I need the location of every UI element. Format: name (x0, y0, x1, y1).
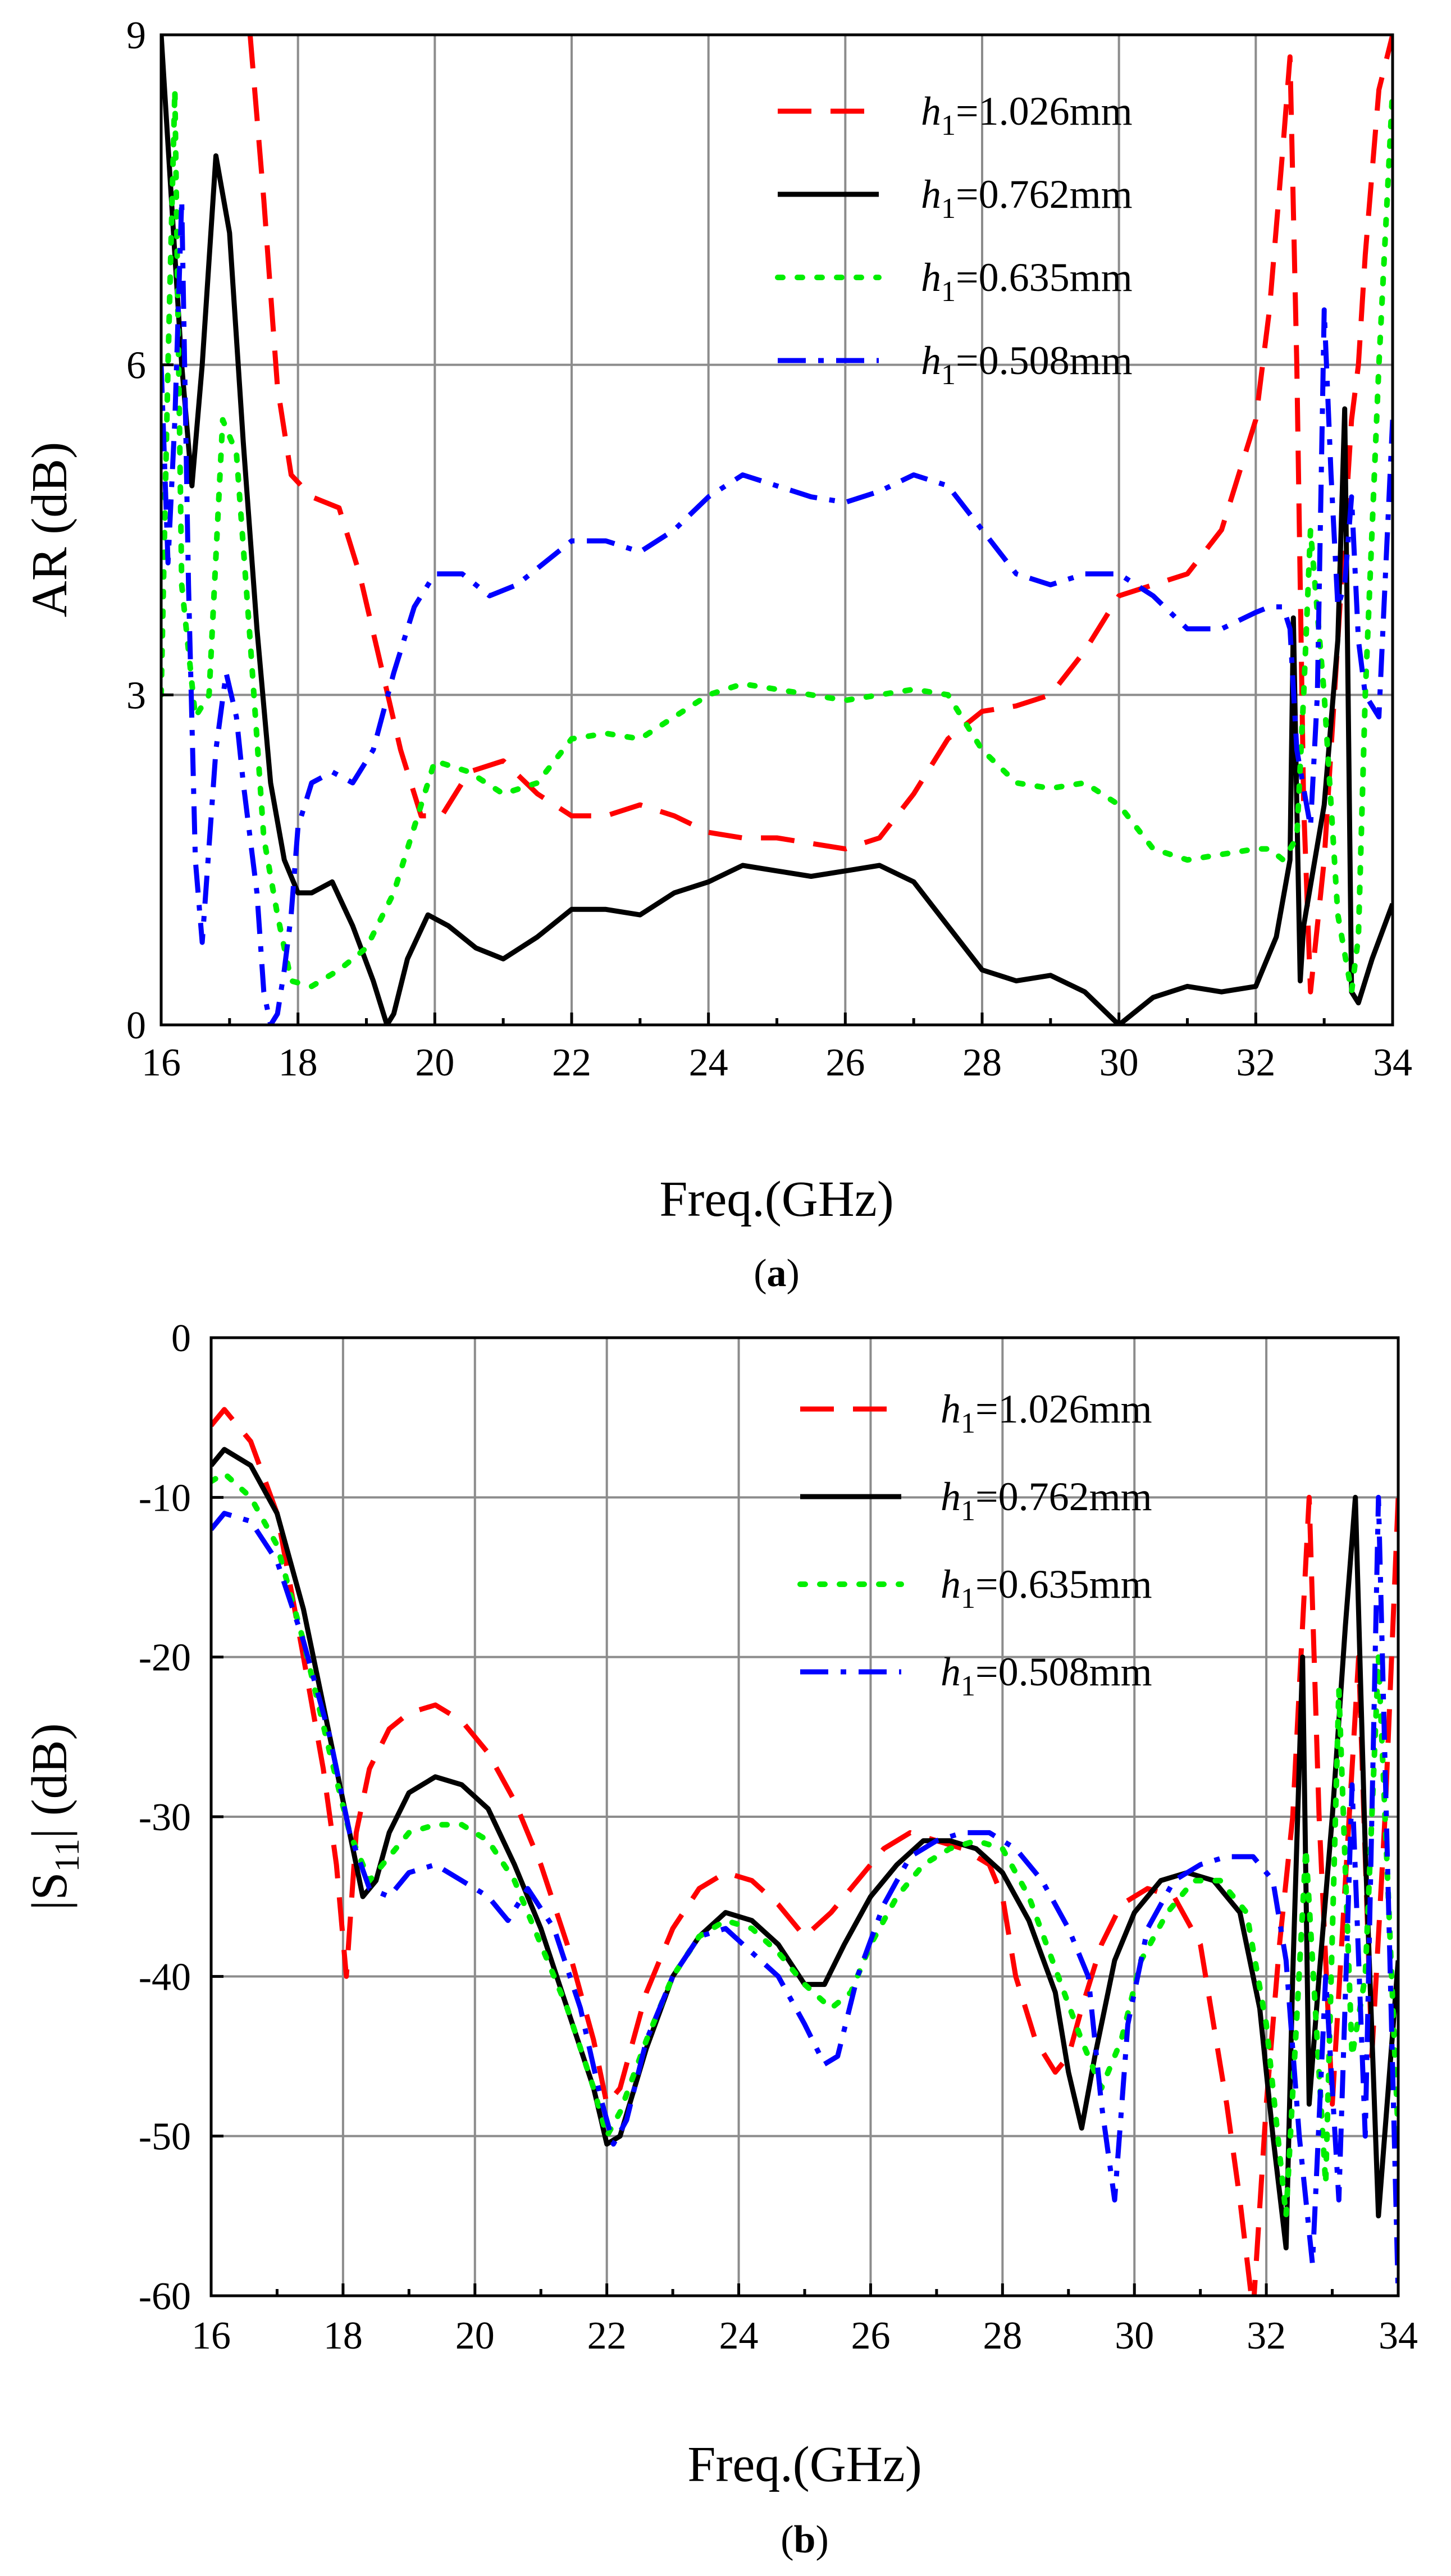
s11-y-tick-labels: -60 -50 -40 -30 -20 -10 0 (139, 1317, 191, 2318)
s11-x-tick-label: 30 (1115, 2314, 1154, 2358)
ar-x-tick-label: 30 (1099, 1041, 1139, 1084)
s11-series-group (211, 1407, 1398, 2296)
s11-caption: (b) (781, 2518, 829, 2561)
ar-grid (161, 35, 1393, 1025)
ar-chart: 0 3 6 9 16 18 20 22 24 26 28 30 32 34 h1=1.026mm h1=0… (22, 14, 1412, 1295)
ar-y-tick-labels: 0 3 6 9 (126, 14, 146, 1047)
ar-legend-label: h1=1.026mm (921, 89, 1133, 142)
ar-series-line-0508mm (161, 197, 1393, 1025)
ar-x-tick-label: 24 (689, 1041, 728, 1084)
s11-tick-marks (209, 1336, 1400, 2297)
s11-x-tick-label: 22 (587, 2314, 627, 2358)
ar-y-tick-label: 0 (126, 1004, 146, 1047)
ar-x-axis-title: Freq.(GHz) (659, 1171, 893, 1227)
ar-legend-label: h1=0.762mm (921, 172, 1133, 225)
ar-series-group (161, 35, 1393, 1025)
s11-chart: -60 -50 -40 -30 -20 -10 0 16 18 20 22 24 26 28 30 32 34… (22, 1317, 1418, 2561)
s11-x-axis-title: Freq.(GHz) (687, 2437, 921, 2492)
ar-x-tick-label: 26 (825, 1041, 865, 1084)
ar-plot-frame (159, 33, 1394, 1027)
ar-x-tick-label: 22 (552, 1041, 591, 1084)
ar-x-tick-label: 32 (1236, 1041, 1275, 1084)
s11-y-tick-label: -10 (139, 1476, 191, 1520)
ar-series-line-1026mm (247, 35, 1393, 995)
ar-y-tick-label: 6 (126, 344, 146, 387)
s11-x-tick-label: 20 (455, 2314, 495, 2358)
s11-y-tick-label: -40 (139, 1955, 191, 1999)
s11-x-tick-label: 26 (851, 2314, 890, 2358)
ar-x-tick-label: 20 (415, 1041, 454, 1084)
s11-grid (211, 1338, 1398, 2296)
s11-x-tick-label: 24 (719, 2314, 759, 2358)
ar-y-tick-label: 9 (126, 14, 146, 57)
s11-x-tick-label: 32 (1247, 2314, 1286, 2358)
s11-x-tick-label: 28 (983, 2314, 1022, 2358)
s11-y-tick-label: -60 (139, 2275, 191, 2318)
s11-legend: h1=1.026mm h1=0.762mm h1=0.635mm h1=0.508mm (797, 1387, 1152, 1702)
s11-y-tick-label: -30 (139, 1796, 191, 1839)
s11-x-tick-labels: 16 18 20 22 24 26 28 30 32 34 (191, 2314, 1418, 2358)
s11-x-tick-label: 18 (323, 2314, 363, 2358)
ar-tick-marks (159, 33, 1394, 1027)
s11-series-line-1026mm (211, 1407, 1398, 2296)
s11-x-tick-label: 34 (1379, 2314, 1418, 2358)
s11-series-line-0635mm (211, 1470, 1398, 2219)
ar-legend: h1=1.026mm h1=0.762mm h1=0.635mm h1=0.508mm (775, 89, 1133, 391)
s11-series-line-0762mm (211, 1447, 1398, 2251)
ar-x-tick-label: 18 (279, 1041, 318, 1084)
ar-caption: (a) (754, 1252, 800, 1295)
ar-y-tick-label: 3 (126, 674, 146, 717)
s11-y-tick-label: -50 (139, 2115, 191, 2159)
s11-y-tick-label: 0 (171, 1317, 191, 1360)
ar-x-tick-label: 16 (142, 1041, 181, 1084)
s11-legend-label: h1=1.026mm (941, 1387, 1152, 1439)
s11-legend-label: h1=0.508mm (941, 1649, 1152, 1702)
s11-x-tick-label: 16 (191, 2314, 231, 2358)
ar-x-tick-label: 28 (962, 1041, 1002, 1084)
s11-series-line-0508mm (211, 1494, 1398, 2296)
s11-legend-label: h1=0.635mm (941, 1562, 1152, 1615)
ar-series-line-0635mm (161, 86, 1393, 995)
ar-series-line-0762mm (161, 35, 1393, 1025)
s11-y-tick-label: -20 (139, 1636, 191, 1680)
ar-legend-label: h1=0.635mm (921, 255, 1133, 308)
ar-y-axis-title: AR (dB) (22, 442, 77, 618)
ar-x-tick-labels: 16 18 20 22 24 26 28 30 32 34 (142, 1041, 1412, 1084)
s11-y-axis-title: |S11| (dB) (22, 1723, 86, 1910)
ar-legend-label: h1=0.508mm (921, 338, 1133, 391)
ar-x-tick-label: 34 (1373, 1041, 1412, 1084)
s11-legend-label: h1=0.762mm (941, 1474, 1152, 1527)
